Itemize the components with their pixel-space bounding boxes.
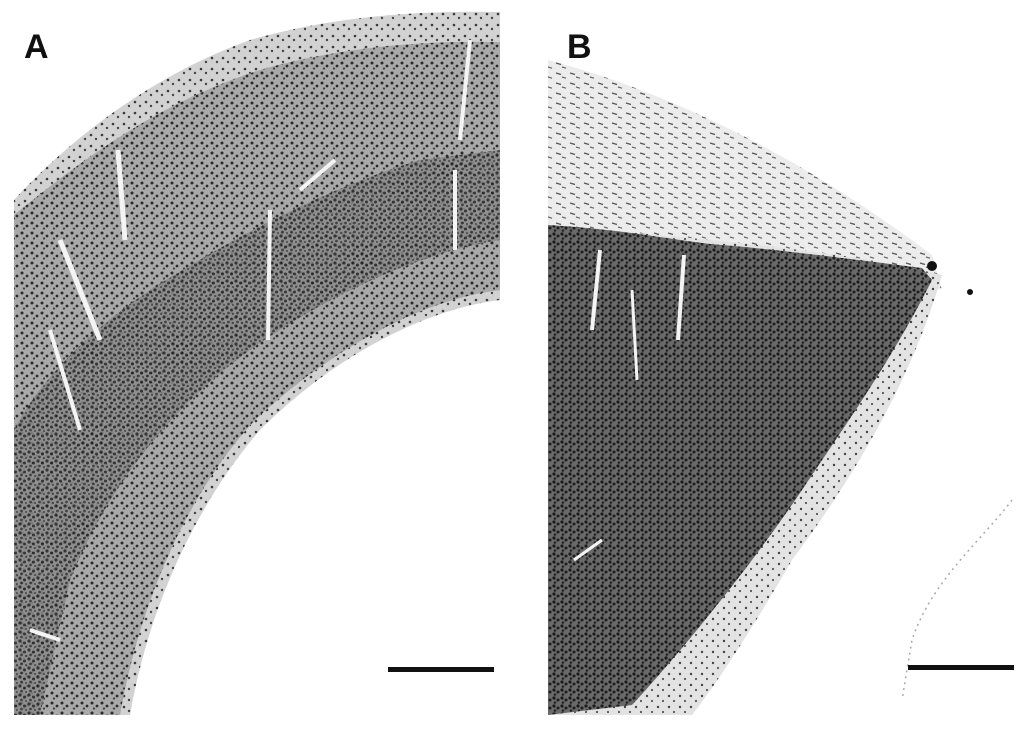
panel-b-fiber-tract xyxy=(548,60,942,290)
panel-a-label: A xyxy=(24,28,49,66)
panel-b-dense-nucleus xyxy=(548,225,932,715)
panel-b-label: B xyxy=(567,28,592,66)
panel-a: A xyxy=(14,11,500,715)
panel-b-micrograph xyxy=(548,60,1013,715)
panel-b: B xyxy=(512,0,1024,729)
panel-a-scale-bar xyxy=(388,667,494,672)
panel-a-dense-band xyxy=(14,150,500,715)
panel-a-micrograph xyxy=(14,11,500,715)
panel-b-scale-bar xyxy=(908,665,1014,670)
